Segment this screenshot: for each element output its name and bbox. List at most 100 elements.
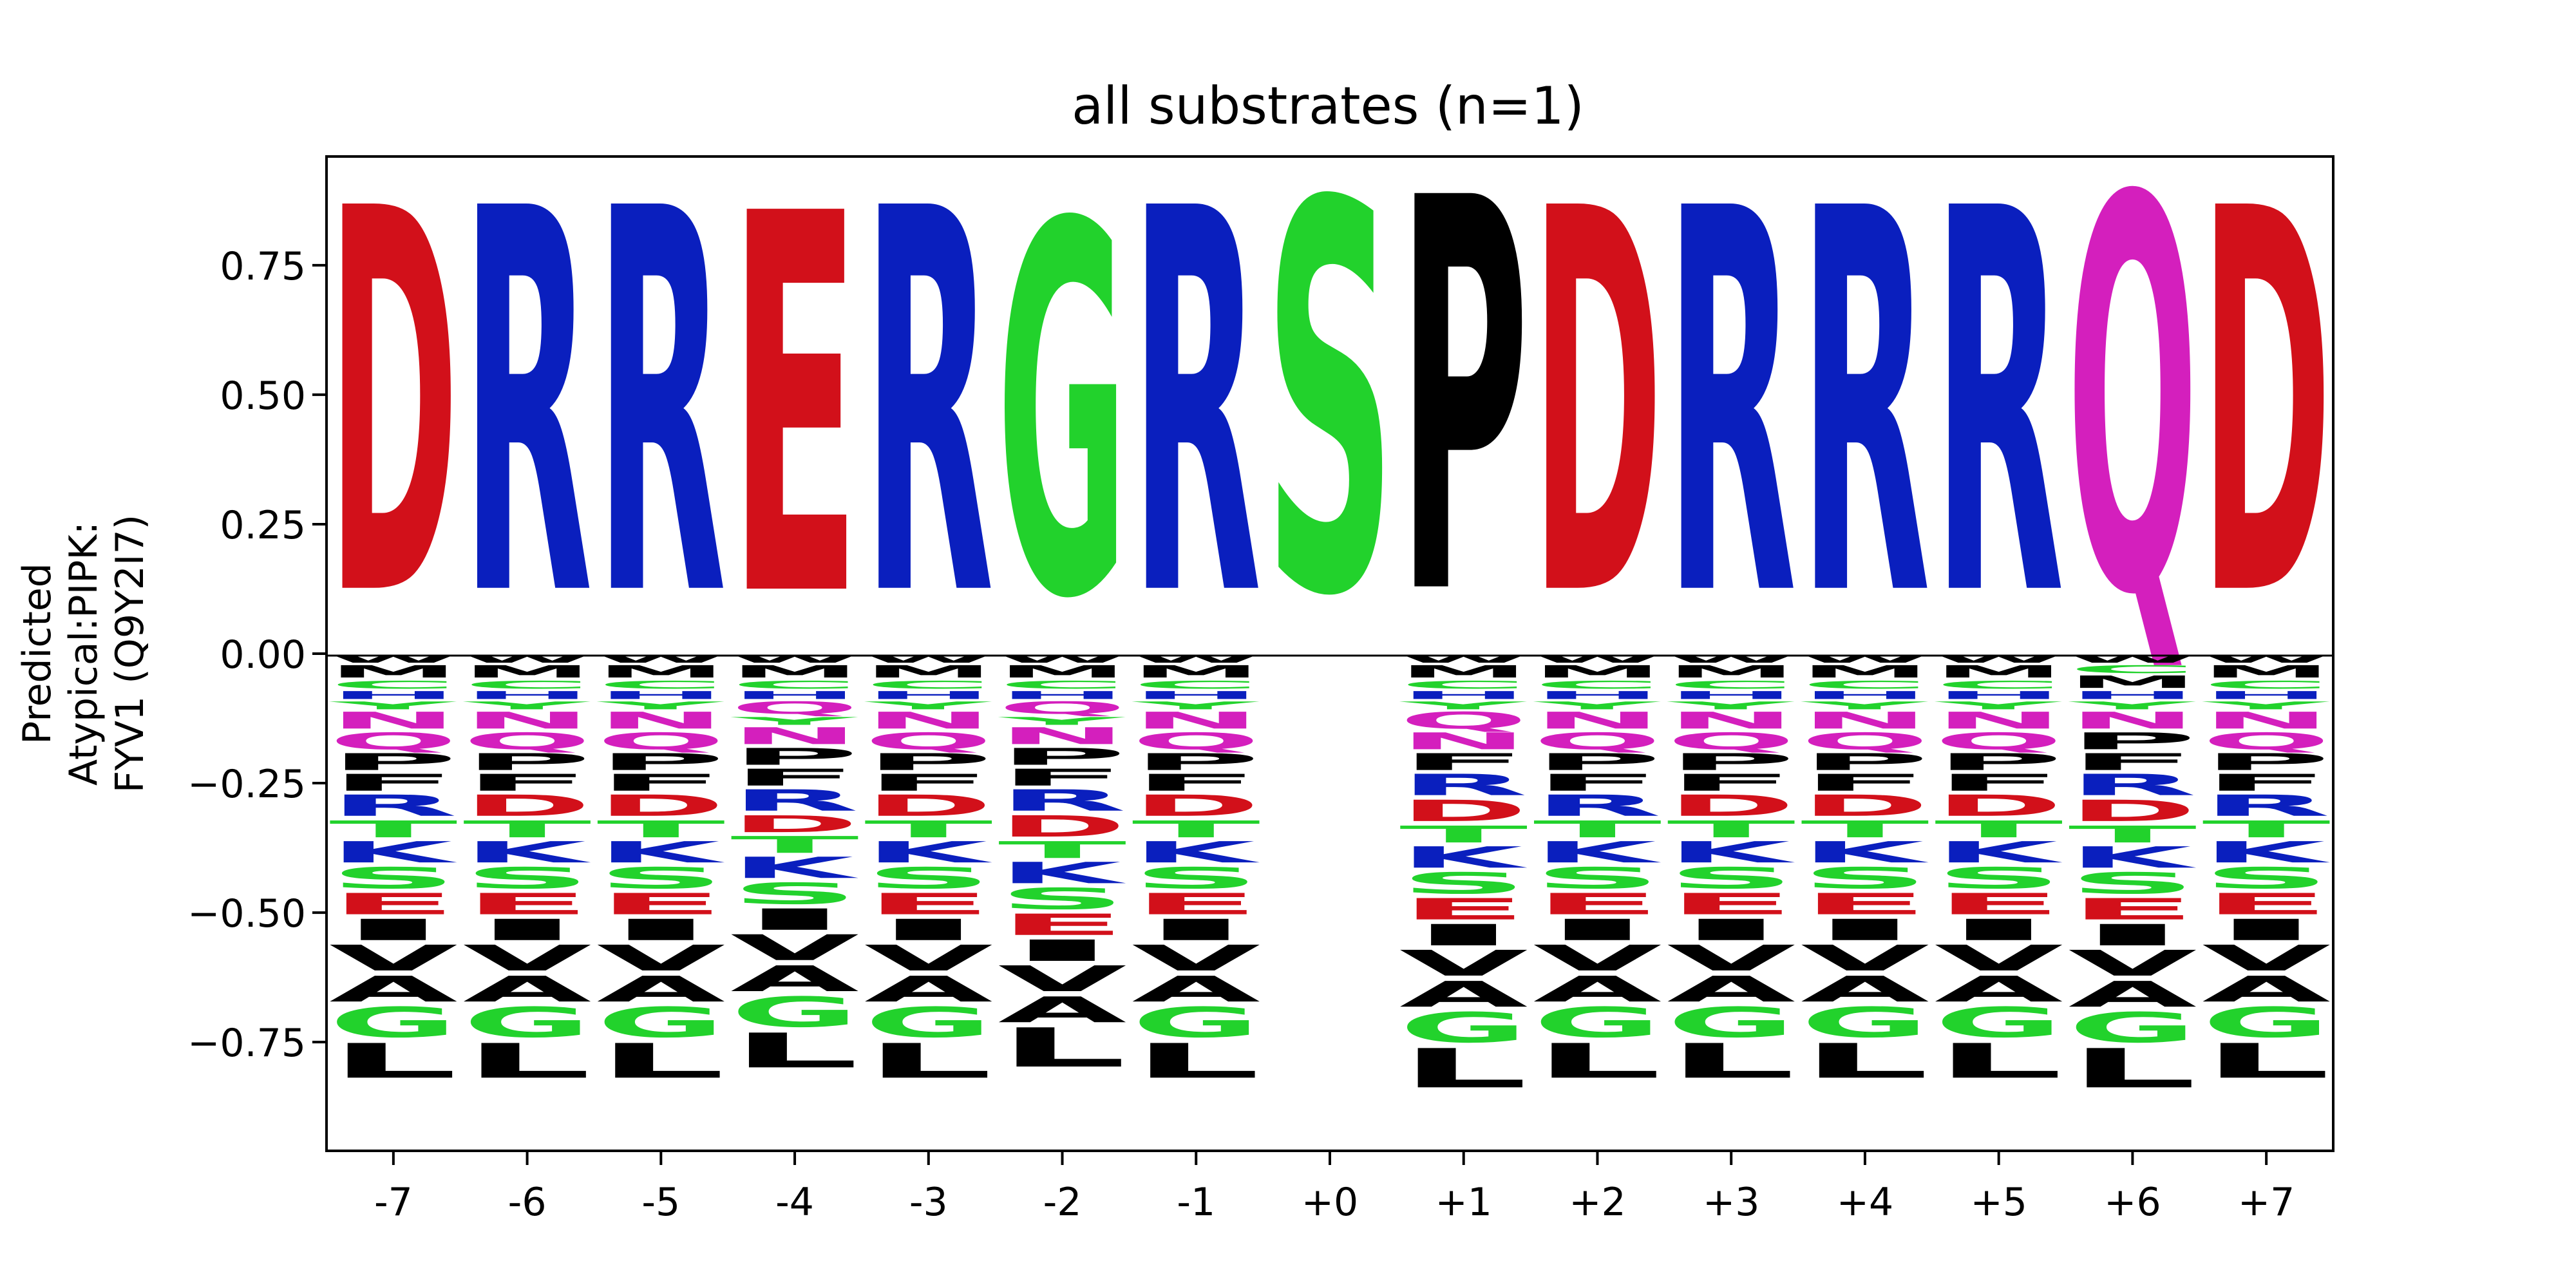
logo-letter: H [864,689,993,701]
logo-letter: I [998,934,1127,968]
logo-letter: P [864,748,993,775]
logo-letter: N [1935,707,2063,734]
logo-letter: E [329,887,458,922]
logo-letter: K [2069,840,2197,875]
logo-letter: L [1132,1034,1260,1089]
logo-letter: N [1399,728,1528,755]
logo-letter: R [1933,99,2065,713]
logo-letter: A [596,969,725,1010]
logo-letter: T [463,816,592,843]
logo-letter: V [1801,938,1929,979]
logo-letter: I [329,913,458,947]
y-axis-label-line: Atypical:PIPK: [61,522,106,786]
logo-letter: F [2202,770,2331,797]
logo-letter: S [1399,866,1528,900]
logo-letter: F [1132,770,1260,797]
x-tick-label: -5 [641,1180,680,1225]
logo-letter: Q [998,698,1127,717]
logo-letter: E [729,105,860,712]
logo-letter: Y [329,699,457,712]
logo-letter: F [1399,749,1528,776]
logo-letter: I [1399,918,1528,952]
y-tick-label: 0.00 [220,632,306,677]
logo-letter: E [1399,893,1528,927]
logo-letter: L [463,1034,592,1089]
logo-letter: I [2202,913,2331,947]
x-tick-label: -3 [909,1180,948,1225]
logo-letter: D [463,789,592,823]
logo-letter: T [1399,821,1528,848]
logo-letter: S [463,861,592,895]
logo-letter: L [2069,1037,2197,1100]
logo-letter: C [1667,679,1795,691]
logo-letter: Y [1399,699,1528,712]
logo-letter: P [1667,748,1795,775]
logo-letter: I [463,913,592,947]
logo-letter: L [864,1034,993,1089]
logo-letter: V [1667,938,1795,979]
logo-letter: G [1667,998,1795,1046]
logo-letter: R [998,784,1127,818]
logo-letter: S [1264,92,1396,713]
logo-letter: E [998,908,1127,942]
logo-letter: M [1801,662,1929,682]
logo-letter: M [463,662,592,682]
x-tick-label: -4 [775,1180,814,1225]
logo-letter: V [2202,938,2331,979]
logo-letter: L [1533,1034,1662,1089]
logo-letter: H [730,689,859,701]
logo-letter: T [1935,816,2063,843]
logo-letter: G [1533,998,1662,1046]
logo-letter: E [596,887,725,922]
logo-letter: G [730,988,859,1036]
logo-letter: F [1801,770,1929,797]
logo-letter: A [730,958,859,999]
x-tick-label: +6 [2104,1180,2161,1225]
logo-letter: E [864,887,993,922]
logo-letter: C [998,679,1127,691]
logo-letter: S [730,876,859,911]
logo-letter: F [864,770,993,797]
logo-letter: P [1132,748,1260,775]
x-tick-label: +1 [1435,1180,1492,1225]
logo-letter: Q [2202,728,2331,755]
logo-letter: Q [2067,86,2199,714]
logo-letter: C [2202,679,2331,691]
logo-letter: C [730,679,859,691]
logo-letter: C [1132,679,1260,691]
logo-letter: K [1667,835,1795,869]
logo-letter: P [1801,748,1929,775]
logo-letter: G [596,998,725,1046]
logo-letter: E [2069,893,2197,927]
logo-letter: Y [463,699,591,712]
logo-letter: Q [596,728,725,755]
logo-letter: C [1801,679,1929,691]
logo-letter: F [1667,770,1795,797]
logo-letter: V [329,938,458,979]
y-tick-label: 0.25 [220,503,306,548]
logo-letter: T [864,816,993,843]
logo-letter: T [730,831,859,858]
plot-frame [325,155,2334,1152]
logo-letter: M [2202,662,2331,682]
logo-letter: T [1801,816,1929,843]
logo-letter: N [596,707,725,734]
logo-letter: S [2069,866,2197,900]
logo-letter: F [998,764,1127,791]
logo-letter: R [1399,768,1528,802]
logo-letter: P [2202,748,2331,775]
logo-letter: V [1399,943,1528,984]
logo-letter: V [1533,938,1662,979]
logo-letter: R [329,789,458,823]
logo-letter: Y [864,699,992,712]
logo-letter: I [1533,913,1662,947]
logo-letter: G [1935,998,2063,1046]
logo-letter: R [462,99,593,713]
logo-letter: S [2202,861,2331,895]
logo-letter: Q [730,698,859,717]
logo-letter: A [1399,974,1528,1015]
logo-letter: P [1533,748,1662,775]
logo-letter: R [1533,789,1662,823]
logo-letter: T [2202,816,2331,843]
logo-letter: A [1533,969,1662,1010]
